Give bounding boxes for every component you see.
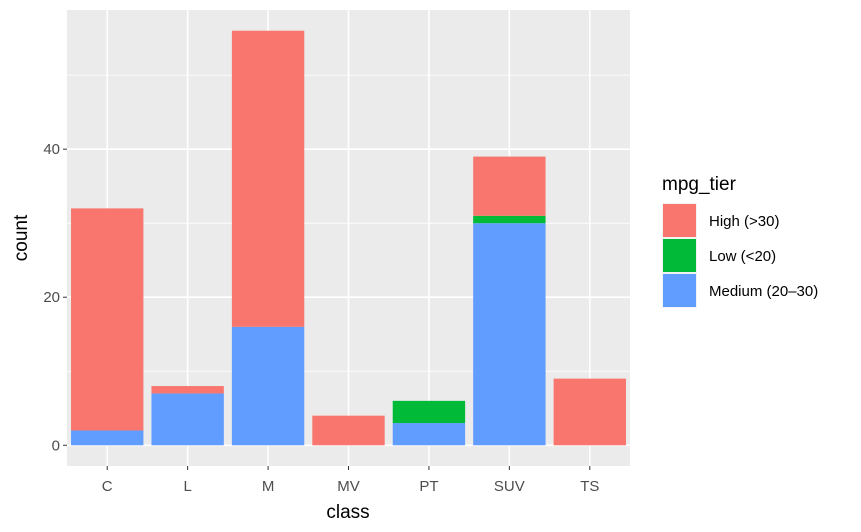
x-tick-label: TS: [580, 478, 599, 495]
bar-segment: [231, 30, 305, 327]
bar-segment: [392, 400, 466, 424]
legend-key: [663, 239, 696, 272]
y-tick-label: 40: [43, 141, 60, 158]
x-tick-label: M: [262, 478, 275, 495]
bar-segment: [553, 378, 626, 446]
x-axis: C L M MV PT SUV TS: [102, 466, 599, 495]
bar-segment: [71, 430, 144, 446]
legend-label: Low (<20): [709, 248, 776, 265]
legend-title: mpg_tier: [662, 174, 737, 195]
bar-segment: [392, 423, 466, 446]
bar-segment: [312, 415, 385, 446]
x-tick-label: L: [183, 478, 191, 495]
x-axis-title: class: [326, 502, 369, 523]
x-tick-label: SUV: [494, 478, 525, 495]
legend-label: Medium (20–30): [709, 283, 818, 300]
y-axis: 0 20 40: [43, 141, 67, 454]
bar-segment: [151, 393, 224, 446]
y-tick-label: 0: [52, 437, 60, 454]
y-axis-title: count: [11, 214, 32, 261]
bar-segment: [473, 156, 546, 216]
x-tick-label: MV: [337, 478, 360, 495]
legend-key: [663, 204, 696, 237]
y-tick-label: 20: [43, 289, 60, 306]
legend: mpg_tier High (>30) Low (<20) Medium (20–3…: [662, 174, 818, 308]
bar-segment: [71, 208, 144, 431]
bar-segment: [473, 223, 546, 446]
legend-key: [663, 274, 696, 307]
bars: [71, 30, 626, 446]
bar-segment: [151, 386, 224, 394]
x-tick-label: C: [102, 478, 113, 495]
x-tick-label: PT: [419, 478, 438, 495]
bar-segment: [231, 326, 305, 446]
bar-segment: [473, 215, 546, 224]
legend-label: High (>30): [709, 213, 779, 230]
